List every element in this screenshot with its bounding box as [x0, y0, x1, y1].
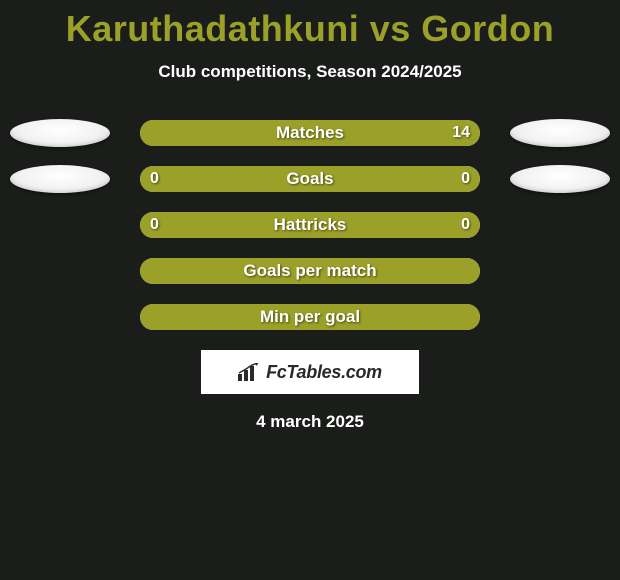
stat-label: Matches — [276, 123, 344, 143]
stats-container: Matches 14 Goals 0 0 Hattricks 0 0 Goals per mat… — [0, 120, 620, 330]
date-label: 4 march 2025 — [0, 412, 620, 432]
stat-label: Goals per match — [243, 261, 376, 281]
logo-box: FcTables.com — [201, 350, 419, 394]
bar-container: Goals per match — [140, 258, 480, 284]
bar-container: Min per goal — [140, 304, 480, 330]
bar-container: Matches 14 — [140, 120, 480, 146]
bar-chart-icon — [238, 363, 260, 381]
bar-wrap: Goals per match — [140, 258, 480, 284]
bar-wrap: Matches 14 — [140, 120, 480, 146]
bar-wrap: Hattricks 0 0 — [140, 212, 480, 238]
stat-row: Matches 14 — [0, 120, 620, 146]
stat-value-right: 14 — [452, 124, 470, 142]
bar-container: Goals 0 0 — [140, 166, 480, 192]
stat-label: Min per goal — [260, 307, 360, 327]
player-disc-right — [510, 119, 610, 147]
stat-value-right: 0 — [461, 170, 470, 188]
logo-text: FcTables.com — [266, 362, 382, 383]
player-disc-left — [10, 119, 110, 147]
player-disc-right — [510, 165, 610, 193]
stat-row: Goals per match — [0, 258, 620, 284]
player-disc-left — [10, 165, 110, 193]
bar-wrap: Min per goal — [140, 304, 480, 330]
bar-container: Hattricks 0 0 — [140, 212, 480, 238]
stat-row: Goals 0 0 — [0, 166, 620, 192]
stat-label: Hattricks — [274, 215, 347, 235]
stat-label: Goals — [286, 169, 333, 189]
bar-wrap: Goals 0 0 — [140, 166, 480, 192]
stat-value-left: 0 — [150, 216, 159, 234]
page-title: Karuthadathkuni vs Gordon — [0, 0, 620, 50]
stat-value-left: 0 — [150, 170, 159, 188]
stat-row: Min per goal — [0, 304, 620, 330]
stat-row: Hattricks 0 0 — [0, 212, 620, 238]
stat-value-right: 0 — [461, 216, 470, 234]
page-subtitle: Club competitions, Season 2024/2025 — [0, 62, 620, 82]
